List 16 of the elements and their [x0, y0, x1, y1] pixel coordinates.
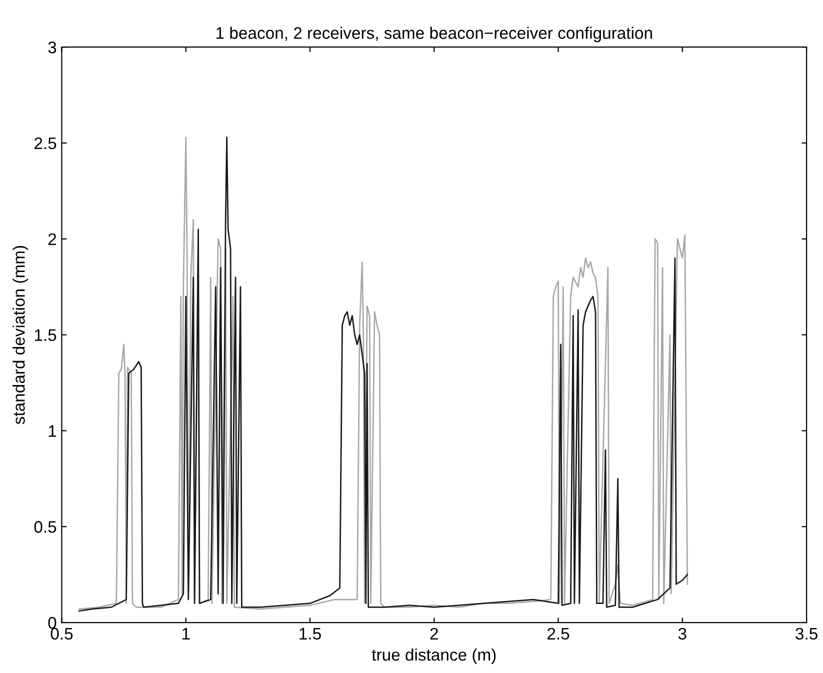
y-tick-label: 2 [48, 233, 56, 245]
y-tick-label: 0 [48, 616, 56, 629]
y-tick-label: 1.5 [34, 329, 56, 342]
x-tick-label: 2.5 [548, 628, 570, 640]
y-tick-label: 3 [48, 42, 56, 54]
x-tick-label: 1.5 [300, 628, 321, 640]
x-tick-label: 2 [430, 628, 438, 640]
x-axis-title: true distance (m) [372, 648, 496, 664]
chart-title: 1 beacon, 2 receivers, same beacon−receiver configuration [216, 26, 652, 42]
x-tick-label: 3 [678, 628, 686, 640]
y-tick-label: 1 [48, 425, 56, 437]
y-tick-label: 2.5 [34, 137, 56, 150]
y-tick-label: 0.5 [34, 521, 56, 533]
x-tick-label: 3.5 [796, 628, 818, 640]
y-axis-title: standard deviation (mm) [12, 246, 28, 424]
x-tick-label: 1 [182, 628, 190, 640]
